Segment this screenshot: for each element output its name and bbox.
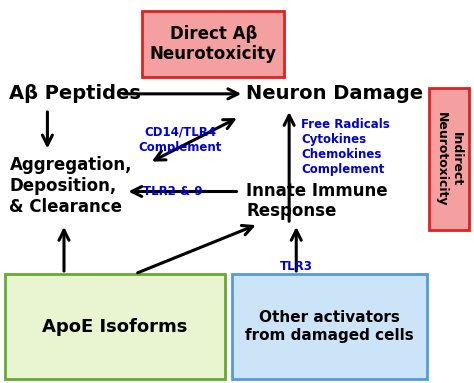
Text: Free Radicals
Cytokines
Chemokines
Complement: Free Radicals Cytokines Chemokines Compl…	[301, 118, 390, 177]
Text: Indirect
Neurotoxicity: Indirect Neurotoxicity	[435, 112, 463, 206]
FancyBboxPatch shape	[5, 274, 225, 379]
Text: Aβ Peptides: Aβ Peptides	[9, 84, 141, 103]
Text: Aggregation,
Deposition,
& Clearance: Aggregation, Deposition, & Clearance	[9, 156, 132, 216]
Text: CD14/TLR4
Complement: CD14/TLR4 Complement	[138, 126, 222, 154]
FancyBboxPatch shape	[142, 11, 284, 77]
Text: ApoE Isoforms: ApoE Isoforms	[42, 318, 188, 336]
Text: Direct Aβ
Neurotoxicity: Direct Aβ Neurotoxicity	[150, 25, 277, 64]
Text: Other activators
from damaged cells: Other activators from damaged cells	[245, 310, 414, 343]
Text: TLR3: TLR3	[280, 260, 313, 273]
Text: Innate Immune
Response: Innate Immune Response	[246, 182, 388, 221]
FancyBboxPatch shape	[232, 274, 427, 379]
FancyBboxPatch shape	[429, 88, 469, 230]
Text: TLR2 & 9: TLR2 & 9	[143, 185, 203, 198]
Text: Neuron Damage: Neuron Damage	[246, 84, 424, 103]
